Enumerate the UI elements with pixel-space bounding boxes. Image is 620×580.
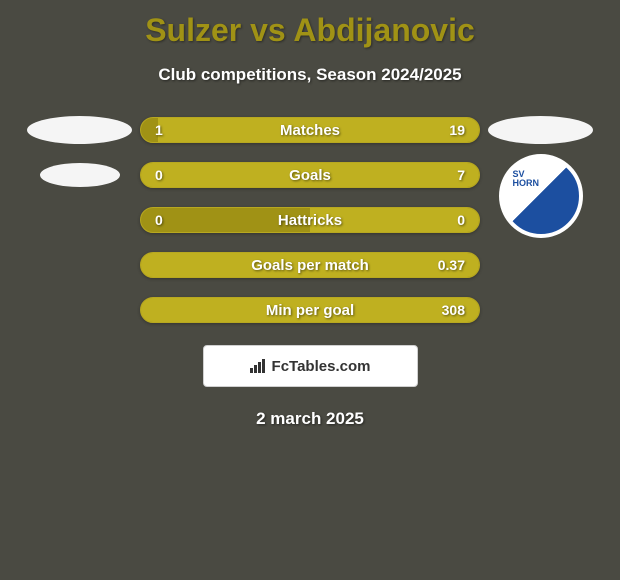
stat-right-value: 7 [457,167,465,183]
stat-row-mpg: Min per goal 308 [0,293,620,327]
stat-right-value: 0 [457,212,465,228]
branding-text: FcTables.com [250,358,371,375]
left-badge-ellipse-1 [27,116,132,144]
right-badge-slot-4 [488,248,593,282]
chart-icon [250,359,268,373]
stat-left-value: 0 [155,167,163,183]
stat-bar-hattricks: 0 Hattricks 0 [140,207,480,233]
right-badge-slot-5 [488,293,593,327]
branding-box[interactable]: FcTables.com [203,345,418,387]
left-badge-slot-5 [27,293,132,327]
page-title: Sulzer vs Abdijanovic [0,12,620,49]
left-badge-slot-3 [27,203,132,237]
stat-bar-goals: 0 Goals 7 [140,162,480,188]
subtitle: Club competitions, Season 2024/2025 [0,65,620,85]
stat-row-matches: 1 Matches 19 [0,113,620,147]
right-badge-ellipse-1 [488,116,593,144]
stat-right-value: 19 [449,122,465,138]
left-badge-ellipse-2 [40,163,120,187]
stat-label: Min per goal [266,302,354,319]
stat-left-value: 1 [155,122,163,138]
date-text: 2 march 2025 [0,409,620,429]
left-badge-slot-1 [27,113,132,147]
right-badge-slot-1 [488,113,593,147]
comparison-container: Sulzer vs Abdijanovic Club competitions,… [0,0,620,437]
stat-label: Goals per match [251,257,369,274]
stat-label: Matches [280,122,340,139]
stat-bar-gpm: Goals per match 0.37 [140,252,480,278]
stat-label: Goals [289,167,331,184]
badge-text-line2: HORN [513,179,540,188]
right-badge-slot-2: SV HORN [488,158,593,192]
branding-label: FcTables.com [272,358,371,375]
left-badge-slot-2 [27,158,132,192]
stat-bar-mpg: Min per goal 308 [140,297,480,323]
stat-label: Hattricks [278,212,342,229]
stat-right-value: 308 [442,302,465,318]
stat-bar-matches: 1 Matches 19 [140,117,480,143]
stat-left-value: 0 [155,212,163,228]
stat-row-gpm: Goals per match 0.37 [0,248,620,282]
stat-row-hattricks: 0 Hattricks 0 [0,203,620,237]
stat-right-value: 0.37 [438,257,465,273]
left-badge-slot-4 [27,248,132,282]
stat-row-goals: 0 Goals 7 SV HORN [0,158,620,192]
right-badge-slot-3 [488,203,593,237]
